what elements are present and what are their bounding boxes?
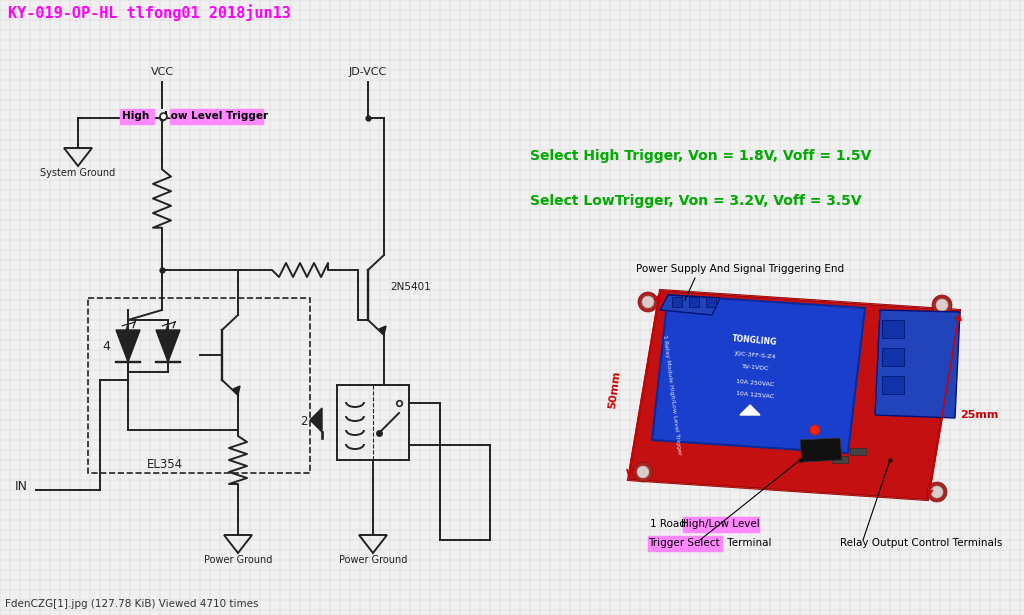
Text: High/Low Level: High/Low Level [681,519,760,529]
Text: IN: IN [15,480,28,493]
Polygon shape [116,330,140,362]
Circle shape [932,295,952,315]
Bar [337,385,409,460]
Circle shape [638,292,658,312]
Text: KY-019-OP-HL tlfong01 2018jun13: KY-019-OP-HL tlfong01 2018jun13 [8,4,291,21]
Text: 2: 2 [300,415,308,428]
Text: Power Supply And Signal Triggering End: Power Supply And Signal Triggering End [636,264,844,274]
Text: Trigger Select: Trigger Select [648,538,720,548]
Text: Terminal: Terminal [724,538,771,548]
Circle shape [637,466,649,478]
Text: Relay Output Control Terminals: Relay Output Control Terminals [840,538,1002,548]
Text: JQC-3FF-S-Z4: JQC-3FF-S-Z4 [734,351,776,359]
Bar [706,297,716,307]
Polygon shape [233,386,240,395]
Circle shape [633,462,653,482]
FancyBboxPatch shape [647,536,722,550]
Text: 5V-1VDC: 5V-1VDC [741,364,769,371]
Text: Power Ground: Power Ground [339,555,408,565]
Circle shape [936,299,948,311]
Polygon shape [628,290,961,500]
Polygon shape [310,408,322,432]
Text: 10A 125VAC: 10A 125VAC [736,391,774,399]
Circle shape [931,486,943,498]
Bar [850,448,866,455]
Text: FdenCZG[1].jpg (127.78 KiB) Viewed 4710 times: FdenCZG[1].jpg (127.78 KiB) Viewed 4710 … [5,599,258,609]
Text: High: High [123,111,150,121]
Polygon shape [660,295,720,315]
Text: 1 Relay Module High/Low Level Trigger: 1 Relay Module High/Low Level Trigger [663,335,682,456]
Text: 2N5401: 2N5401 [390,282,431,292]
Text: VCC: VCC [151,67,173,77]
Text: TONGLING: TONGLING [732,333,778,346]
Bar [672,297,682,307]
Bar [882,320,904,338]
Polygon shape [874,310,961,418]
Polygon shape [800,438,842,462]
Text: 25mm: 25mm [961,410,998,420]
Text: Power Ground: Power Ground [204,555,272,565]
Bar [882,376,904,394]
Circle shape [927,482,947,502]
Text: 10A 250VAC: 10A 250VAC [736,379,774,387]
Text: Select LowTrigger, Von = 3.2V, Voff = 3.5V: Select LowTrigger, Von = 3.2V, Voff = 3.… [530,194,861,208]
Bar [882,348,904,366]
Bar [812,451,828,458]
Text: JD-VCC: JD-VCC [349,67,387,77]
FancyBboxPatch shape [170,108,262,124]
Circle shape [642,296,654,308]
Polygon shape [652,295,865,453]
Polygon shape [740,405,760,415]
Text: Low Level Trigger: Low Level Trigger [164,111,268,121]
Text: 50mm: 50mm [607,370,623,410]
Polygon shape [379,326,386,335]
FancyBboxPatch shape [683,517,759,531]
Text: EL354: EL354 [146,458,183,471]
Bar [831,456,848,463]
Circle shape [810,425,820,435]
Text: 4: 4 [102,339,110,352]
Text: System Ground: System Ground [40,168,116,178]
Bar [88,298,310,473]
Polygon shape [156,330,180,362]
Text: Select High Trigger, Von = 1.8V, Voff = 1.5V: Select High Trigger, Von = 1.8V, Voff = … [530,149,871,163]
Bar [689,297,699,307]
Text: 1 Road: 1 Road [650,519,689,529]
FancyBboxPatch shape [120,108,154,124]
